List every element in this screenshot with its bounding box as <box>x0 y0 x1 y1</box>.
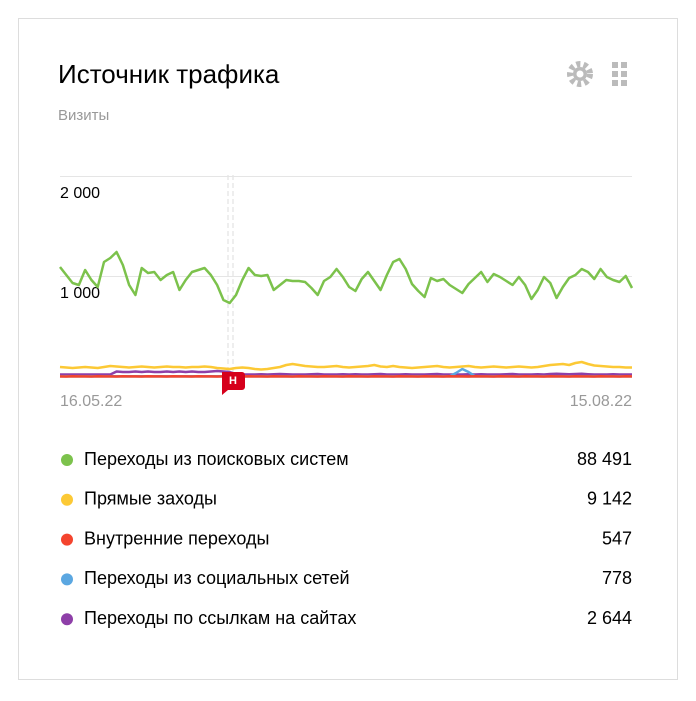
annotation-label: Н <box>229 375 237 387</box>
legend-label: Прямые заходы <box>84 489 217 509</box>
legend-total: 9 142 <box>587 489 632 509</box>
legend-label: Внутренние переходы <box>84 528 269 548</box>
legend-dot <box>61 494 73 506</box>
y-tick-label: 2 000 <box>60 185 100 202</box>
legend-total: 2 644 <box>587 608 632 628</box>
legend-dot <box>61 613 73 625</box>
y-tick-label: 1 000 <box>60 285 100 302</box>
legend-dot <box>61 573 73 585</box>
legend-dot <box>61 454 73 466</box>
legend-label: Переходы из социальных сетей <box>84 568 350 588</box>
legend-label: Переходы по ссылкам на сайтах <box>84 608 356 628</box>
legend-total: 547 <box>602 528 632 548</box>
widget-title: Источник трафика <box>58 59 280 89</box>
x-tick-label: 15.08.22 <box>570 393 632 410</box>
legend-total: 88 491 <box>577 449 632 469</box>
widget-subtitle: Визиты <box>58 107 109 124</box>
legend-label: Переходы из поисковых систем <box>84 449 349 469</box>
x-tick-label: 16.05.22 <box>60 393 122 410</box>
legend-total: 778 <box>602 568 632 588</box>
legend-dot <box>61 534 73 546</box>
